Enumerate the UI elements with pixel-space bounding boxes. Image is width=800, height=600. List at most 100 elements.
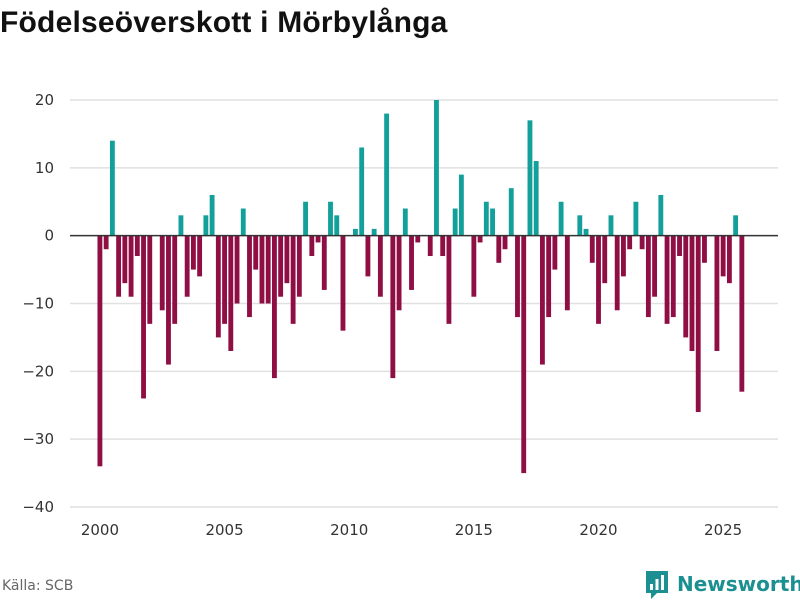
bar-negative bbox=[720, 235, 726, 277]
source-note: Källa: SCB bbox=[2, 578, 74, 594]
bar-negative bbox=[427, 235, 433, 257]
bar-negative bbox=[296, 235, 302, 297]
bar-negative bbox=[271, 235, 277, 379]
bar-negative bbox=[197, 235, 203, 277]
newsworthy-logo[interactable]: Newsworthy bbox=[644, 568, 800, 600]
bar-negative bbox=[172, 235, 178, 324]
y-tick-label: −40 bbox=[22, 498, 54, 516]
bar-negative bbox=[415, 235, 421, 243]
bar-negative bbox=[134, 235, 140, 257]
bar-positive bbox=[209, 194, 215, 236]
bar-negative bbox=[116, 235, 122, 297]
bar-positive bbox=[608, 215, 614, 236]
bar-negative bbox=[215, 235, 221, 338]
bar-positive bbox=[483, 201, 489, 236]
x-tick-label: 2010 bbox=[330, 521, 368, 539]
bar-negative bbox=[390, 235, 396, 379]
bar-negative bbox=[166, 235, 171, 365]
gridlines bbox=[70, 99, 778, 508]
bar-positive bbox=[508, 188, 514, 236]
bar-negative bbox=[627, 235, 633, 250]
bar-positive bbox=[178, 215, 184, 236]
bar-negative bbox=[589, 235, 595, 263]
bar-negative bbox=[652, 235, 658, 297]
x-tick-label: 2025 bbox=[704, 521, 742, 539]
bar-positive bbox=[240, 208, 246, 236]
bar-positive bbox=[303, 201, 309, 236]
bar-negative bbox=[645, 235, 651, 318]
bar-negative bbox=[602, 235, 608, 284]
bar-negative bbox=[222, 235, 227, 324]
y-tick-label: 0 bbox=[44, 227, 54, 245]
bar-negative bbox=[259, 235, 265, 304]
bar-positive bbox=[452, 208, 458, 236]
bar-negative bbox=[141, 235, 146, 399]
newsworthy-logo-icon bbox=[646, 570, 668, 599]
bar-negative bbox=[446, 235, 452, 324]
bar-negative bbox=[496, 235, 502, 263]
y-tick-label: −20 bbox=[22, 362, 54, 380]
bar-negative bbox=[190, 235, 196, 270]
bar-negative bbox=[714, 235, 720, 351]
bar-negative bbox=[234, 235, 240, 304]
bar-negative bbox=[639, 235, 645, 250]
bar-negative bbox=[228, 235, 234, 351]
bar-positive bbox=[203, 215, 209, 236]
bar-negative bbox=[128, 235, 134, 297]
bar-negative bbox=[409, 235, 414, 290]
bar-negative bbox=[97, 235, 103, 467]
bar-positive bbox=[334, 215, 340, 236]
x-tick-label: 2005 bbox=[205, 521, 243, 539]
bar-negative bbox=[695, 235, 701, 413]
bar-negative bbox=[265, 235, 271, 304]
bar-negative bbox=[122, 235, 128, 284]
bar-positive bbox=[490, 208, 495, 236]
y-tick-label: −10 bbox=[22, 295, 54, 313]
bar-negative bbox=[247, 235, 252, 318]
bar-positive bbox=[359, 147, 365, 236]
bar-negative bbox=[596, 235, 601, 324]
bar-positive bbox=[533, 161, 539, 236]
bar-negative bbox=[184, 235, 190, 297]
bar-negative bbox=[253, 235, 259, 270]
bar-positive bbox=[633, 201, 639, 236]
bar-positive bbox=[558, 201, 564, 236]
bar-negative bbox=[502, 235, 508, 250]
bar-positive bbox=[458, 174, 464, 236]
bar-negative bbox=[309, 235, 315, 257]
bar-negative bbox=[702, 235, 707, 263]
bar-positive bbox=[577, 215, 583, 236]
bar-negative bbox=[515, 235, 520, 318]
bar-positive bbox=[353, 228, 358, 236]
bar-positive bbox=[109, 140, 115, 236]
bar-negative bbox=[315, 235, 321, 243]
y-tick-label: −30 bbox=[22, 430, 54, 448]
x-tick-label: 2020 bbox=[579, 521, 617, 539]
bar-positive bbox=[402, 208, 408, 236]
bar-negative bbox=[521, 235, 527, 474]
bar-negative bbox=[677, 235, 682, 257]
x-axis-ticks: 2000 2005 2010 2015 2020 2025 bbox=[81, 521, 742, 539]
bar-negative bbox=[539, 235, 545, 365]
x-tick-label: 2015 bbox=[455, 521, 493, 539]
bar-negative bbox=[664, 235, 670, 324]
bar-negative bbox=[552, 235, 558, 270]
bar-negative bbox=[683, 235, 689, 338]
bar-negative bbox=[477, 235, 483, 243]
bar-positive bbox=[371, 228, 377, 236]
bar-positive bbox=[527, 120, 533, 236]
bar-negative bbox=[621, 235, 626, 277]
bar-positive bbox=[583, 228, 589, 236]
brand-name: Newsworthy bbox=[677, 572, 800, 596]
bar-negative bbox=[440, 235, 446, 257]
bar-series bbox=[97, 100, 745, 474]
bar-negative bbox=[284, 235, 290, 284]
bar-negative bbox=[278, 235, 284, 297]
chart-title: Födelseöverskott i Mörbylånga bbox=[0, 6, 448, 39]
y-tick-label: 10 bbox=[35, 159, 54, 177]
bar-negative bbox=[365, 235, 371, 277]
bar-positive bbox=[658, 194, 664, 236]
bar-negative bbox=[377, 235, 383, 297]
bar-negative bbox=[689, 235, 695, 351]
